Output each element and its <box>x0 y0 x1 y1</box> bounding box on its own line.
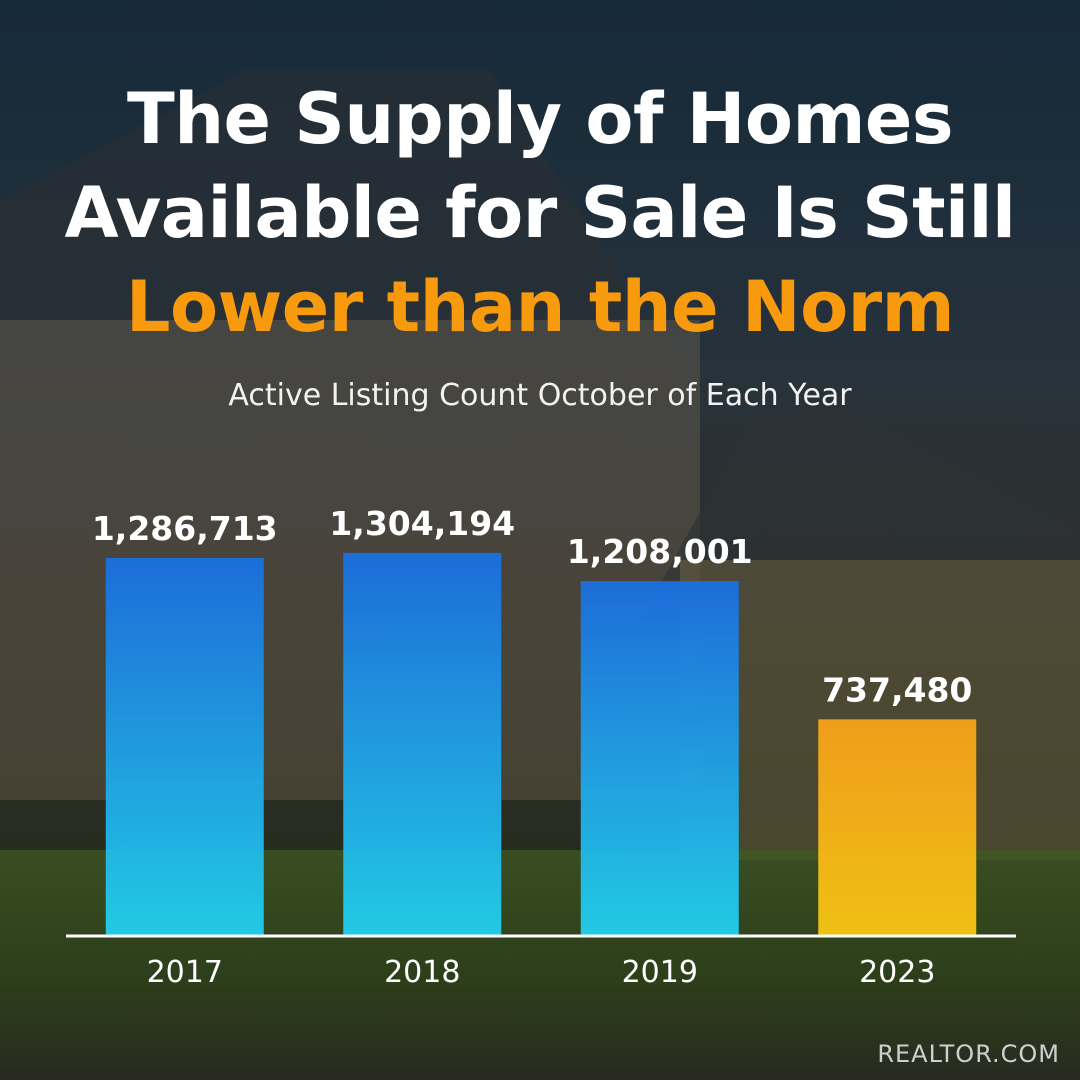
chart-subtitle: Active Listing Count October of Each Yea… <box>228 378 852 413</box>
x-tick-label-2023: 2023 <box>859 955 935 990</box>
title-line-3-highlight: Lower than the Norm <box>125 266 955 348</box>
data-label-2017: 1,286,713 <box>92 509 278 548</box>
data-label-2019: 1,208,001 <box>567 532 753 571</box>
data-label-2023: 737,480 <box>822 670 972 709</box>
bar-2019 <box>580 581 739 936</box>
bar-2017 <box>105 558 264 936</box>
title-line-2: Available for Sale Is Still <box>64 172 1016 254</box>
title-line-1: The Supply of Homes <box>126 78 954 160</box>
x-tick-label-2018: 2018 <box>384 955 460 990</box>
source-credit: REALTOR.COM <box>877 1040 1060 1068</box>
bar-2023 <box>818 719 977 936</box>
data-label-2018: 1,304,194 <box>329 504 515 543</box>
x-tick-label-2019: 2019 <box>622 955 698 990</box>
x-tick-label-2017: 2017 <box>147 955 223 990</box>
bar-2018 <box>343 552 502 936</box>
